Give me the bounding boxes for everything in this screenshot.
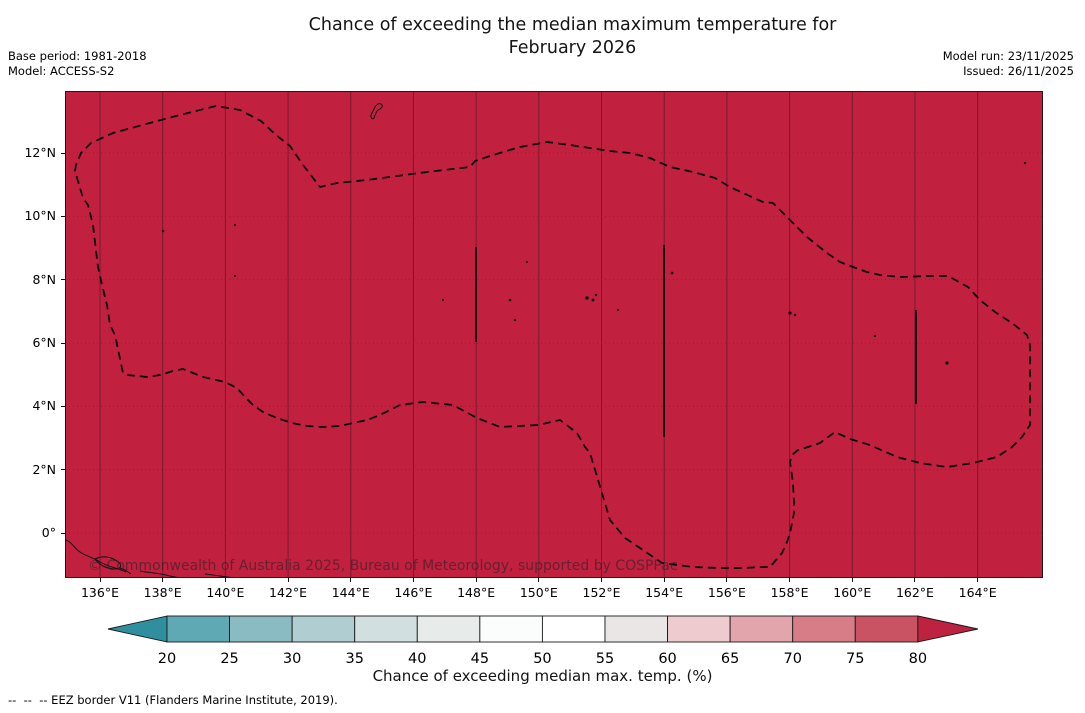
issued-text: Issued: 26/11/2025 bbox=[963, 64, 1074, 78]
annotation-left: Base period: 1981-2018 Model: ACCESS-S2 bbox=[8, 49, 147, 79]
map-frame bbox=[65, 91, 1043, 578]
colorbar-tick-label: 60 bbox=[658, 651, 676, 667]
x-tick-label: 158°E bbox=[770, 585, 809, 600]
probability-fill-region bbox=[65, 91, 1043, 578]
colorbar-tick-label: 45 bbox=[471, 651, 489, 667]
internal-eez-boundary-lines bbox=[475, 245, 917, 437]
colorbar-segment bbox=[792, 615, 856, 643]
colorbar-tick-label: 55 bbox=[596, 651, 614, 667]
y-tick-mark bbox=[61, 469, 65, 471]
colorbar-segment bbox=[291, 615, 356, 643]
x-tick-mark bbox=[851, 578, 853, 582]
colorbar-tick-label: 20 bbox=[158, 651, 176, 667]
eez-border-dashed bbox=[74, 105, 1031, 569]
y-tick-label: 12°N bbox=[24, 145, 56, 161]
y-tick-label: 4°N bbox=[32, 398, 56, 414]
latitude-axis: 0° 2°N 4°N 6°N 8°N 10°N 12°N bbox=[0, 91, 65, 578]
x-tick-label: 162°E bbox=[895, 585, 934, 600]
colorbar-segment bbox=[729, 615, 794, 643]
model-run-text: Model run: 23/11/2025 bbox=[942, 49, 1074, 63]
x-tick-mark bbox=[601, 578, 603, 582]
watermark: © Commonwealth of Australia 2025, Bureau… bbox=[88, 558, 678, 574]
colorbar-tick-label: 65 bbox=[721, 651, 739, 667]
x-tick-mark bbox=[224, 578, 226, 582]
y-tick-mark bbox=[61, 405, 65, 407]
x-tick-label: 164°E bbox=[958, 585, 997, 600]
x-tick-mark bbox=[977, 578, 979, 582]
colorbar-tick-label: 25 bbox=[220, 651, 238, 667]
x-tick-mark bbox=[663, 578, 665, 582]
y-tick-label: 2°N bbox=[32, 461, 56, 477]
colorbar-right-arrow bbox=[917, 615, 979, 643]
colorbar-segment bbox=[416, 615, 481, 643]
map-gridlines bbox=[65, 91, 1043, 578]
x-tick-mark bbox=[350, 578, 352, 582]
x-tick-mark bbox=[287, 578, 289, 582]
x-tick-mark bbox=[538, 578, 540, 582]
colorbar: 20 25 30 35 40 45 50 55 60 65 70 75 80 bbox=[107, 615, 979, 667]
map-canvas: © Commonwealth of Australia 2025, Bureau… bbox=[65, 91, 1043, 578]
colorbar-tick-label: 30 bbox=[283, 651, 301, 667]
x-tick-label: 142°E bbox=[269, 585, 308, 600]
colorbar-segment bbox=[166, 615, 231, 643]
colorbar-tick-label: 40 bbox=[408, 651, 426, 667]
coastline-bottom-left bbox=[65, 539, 236, 578]
y-tick-label: 8°N bbox=[32, 271, 56, 287]
map-plot-area: © Commonwealth of Australia 2025, Bureau… bbox=[65, 91, 1043, 578]
annotation-right: Model run: 23/11/2025 Issued: 26/11/2025 bbox=[943, 49, 1074, 79]
x-tick-label: 136°E bbox=[80, 585, 119, 600]
eez-source-note: -- -- -- EEZ border V11 (Flanders Marine… bbox=[8, 693, 338, 707]
x-tick-label: 140°E bbox=[206, 585, 245, 600]
x-tick-label: 144°E bbox=[331, 585, 370, 600]
x-tick-mark bbox=[789, 578, 791, 582]
y-tick-mark bbox=[61, 215, 65, 217]
x-tick-label: 156°E bbox=[707, 585, 746, 600]
guam-outline bbox=[370, 103, 383, 120]
base-period-text: Base period: 1981-2018 bbox=[8, 49, 147, 63]
x-tick-label: 152°E bbox=[582, 585, 621, 600]
colorbar-tick-label: 50 bbox=[533, 651, 551, 667]
x-tick-mark bbox=[99, 578, 101, 582]
colorbar-tick-label: 75 bbox=[846, 651, 864, 667]
title-line-1: Chance of exceeding the median maximum t… bbox=[308, 15, 837, 35]
x-tick-label: 150°E bbox=[519, 585, 558, 600]
x-tick-label: 160°E bbox=[833, 585, 872, 600]
x-tick-mark bbox=[914, 578, 916, 582]
y-tick-mark bbox=[61, 279, 65, 281]
y-tick-mark bbox=[61, 342, 65, 344]
x-tick-mark bbox=[726, 578, 728, 582]
x-tick-label: 138°E bbox=[143, 585, 182, 600]
colorbar-left-arrow bbox=[107, 615, 168, 643]
colorbar-segment bbox=[229, 615, 293, 643]
y-tick-label: 10°N bbox=[24, 208, 56, 224]
colorbar-tick-label: 80 bbox=[909, 651, 927, 667]
title-line-2: February 2026 bbox=[508, 38, 637, 58]
colorbar-segment bbox=[479, 615, 543, 643]
y-tick-mark bbox=[61, 152, 65, 154]
model-text: Model: ACCESS-S2 bbox=[8, 64, 115, 78]
x-tick-mark bbox=[162, 578, 164, 582]
x-tick-label: 148°E bbox=[457, 585, 496, 600]
colorbar-tick-label: 35 bbox=[345, 651, 363, 667]
y-tick-mark bbox=[61, 532, 65, 534]
x-tick-mark bbox=[475, 578, 477, 582]
page-title: Chance of exceeding the median maximum t… bbox=[60, 14, 1085, 60]
x-tick-label: 146°E bbox=[394, 585, 433, 600]
longitude-axis: 136°E 138°E 140°E 142°E 144°E 146°E 148°E 150°E… bbox=[65, 578, 1043, 608]
colorbar-segment bbox=[354, 615, 418, 643]
x-tick-label: 154°E bbox=[645, 585, 684, 600]
colorbar-segment bbox=[854, 615, 919, 643]
colorbar-tick-label: 70 bbox=[783, 651, 801, 667]
colorbar-segment bbox=[667, 615, 731, 643]
y-tick-label: 0° bbox=[41, 525, 56, 540]
y-tick-label: 6°N bbox=[32, 335, 56, 350]
colorbar-segment bbox=[604, 615, 669, 643]
colorbar-segment bbox=[541, 615, 606, 643]
x-tick-mark bbox=[412, 578, 414, 582]
colorbar-label: Chance of exceeding median max. temp. (%… bbox=[372, 667, 713, 685]
island-marks bbox=[161, 103, 1027, 365]
